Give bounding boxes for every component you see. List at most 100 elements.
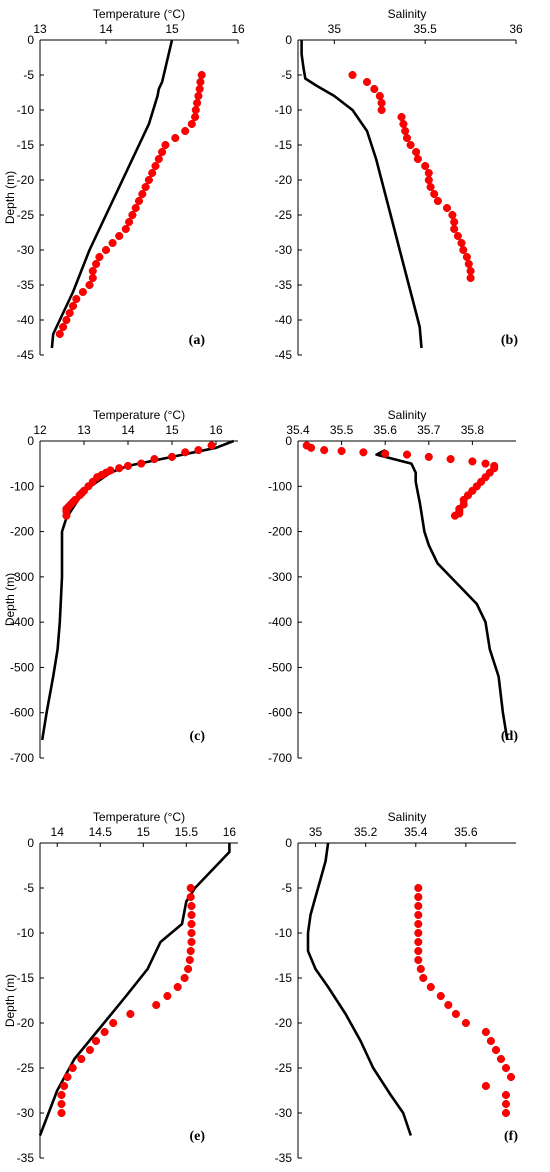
- observation-point: [362, 77, 372, 87]
- observation-point: [60, 1081, 69, 1091]
- y-tick-label: -500: [10, 660, 34, 674]
- observation-point: [187, 910, 196, 920]
- x-tick-label: 35: [309, 825, 323, 839]
- observation-point: [421, 161, 430, 171]
- y-tick-label: -700: [10, 751, 34, 765]
- y-tick-label: -100: [10, 479, 34, 493]
- y-tick-label: -25: [275, 208, 293, 222]
- y-tick-label: -20: [275, 173, 293, 187]
- y-tick-label: -30: [275, 1106, 293, 1120]
- y-tick-label: -10: [17, 926, 35, 940]
- x-tick-label: 15: [165, 423, 179, 437]
- observation-point: [397, 112, 406, 122]
- observation-point: [448, 210, 457, 220]
- observation-point: [185, 955, 194, 965]
- observation-point: [109, 1018, 118, 1028]
- observation-point: [481, 1027, 490, 1037]
- observation-point: [381, 449, 390, 458]
- observation-point: [63, 1072, 72, 1082]
- observation-point: [320, 446, 329, 455]
- y-tick-label: 0: [285, 434, 292, 448]
- x-tick-label: 35.7: [417, 423, 441, 437]
- observation-point: [446, 455, 455, 464]
- observation-point: [101, 245, 111, 255]
- observation-point: [496, 1054, 506, 1064]
- observation-point: [115, 464, 124, 473]
- y-tick-label: -300: [10, 570, 34, 584]
- observation-point: [148, 168, 157, 178]
- x-axis-label: Temperature (°C): [93, 408, 185, 422]
- observation-point: [453, 231, 462, 241]
- y-tick-label: -15: [275, 138, 293, 152]
- x-tick-label: 35.8: [461, 423, 485, 437]
- observation-point: [402, 450, 412, 459]
- x-tick-label: 14: [99, 22, 113, 36]
- observation-point: [161, 140, 170, 150]
- x-tick-label: 14: [121, 423, 135, 437]
- observation-point: [62, 511, 71, 520]
- observation-point: [450, 511, 460, 520]
- y-tick-label: -400: [268, 615, 292, 629]
- observation-point: [491, 1045, 501, 1055]
- y-tick-label: -600: [10, 706, 34, 720]
- observation-point: [191, 112, 200, 122]
- y-tick-label: -25: [17, 1061, 35, 1075]
- y-tick-label: -45: [275, 348, 293, 362]
- panel-b: 35 35.5 36 0 -5 -10 -15 -20 -25 -30 -35 -40 -45 Salin…: [275, 7, 523, 362]
- observation-point: [88, 273, 97, 283]
- y-tick-label: -25: [17, 208, 35, 222]
- x-tick-label: 16: [209, 423, 223, 437]
- observation-point: [501, 1090, 511, 1100]
- y-tick-label: -10: [275, 103, 293, 117]
- y-tick-label: -20: [17, 173, 35, 187]
- x-tick-label: 35.2: [354, 825, 378, 839]
- x-tick-label: 36: [509, 22, 523, 36]
- observation-point: [419, 973, 428, 983]
- observation-point: [413, 154, 422, 164]
- observation-point: [207, 441, 216, 450]
- observation-point: [150, 455, 159, 464]
- y-tick-label: -30: [275, 243, 293, 257]
- y-tick-label: -35: [17, 1151, 35, 1165]
- observation-point: [92, 259, 101, 269]
- y-tick-label: -15: [275, 971, 293, 985]
- observation-point: [444, 1000, 453, 1010]
- panel-label: (a): [189, 333, 206, 348]
- x-tick-label: 35.4: [286, 423, 310, 437]
- x-tick-label: 15: [165, 22, 179, 36]
- observation-point: [167, 452, 177, 461]
- observation-point: [186, 892, 195, 902]
- x-tick-label: 35.4: [404, 825, 428, 839]
- x-tick-label: 13: [33, 22, 47, 36]
- y-tick-label: -45: [17, 348, 35, 362]
- observation-point: [501, 1099, 511, 1109]
- observation-point: [501, 1063, 511, 1073]
- observation-point: [57, 1108, 66, 1118]
- observation-point: [412, 147, 421, 157]
- observation-point: [137, 459, 146, 468]
- observation-point: [424, 168, 433, 178]
- observation-point: [194, 446, 203, 455]
- observation-point: [414, 946, 423, 956]
- observation-point: [115, 231, 124, 241]
- observation-point: [462, 252, 471, 262]
- y-tick-label: -500: [268, 660, 292, 674]
- observation-point: [85, 1045, 94, 1055]
- x-axis-label: Temperature (°C): [93, 7, 185, 21]
- panel-f: 35 35.2 35.4 35.6 0 -5 -10 -15 -20 -25 -30 -35 Salin…: [275, 810, 519, 1165]
- observation-point: [194, 91, 203, 101]
- y-tick-label: -35: [17, 278, 35, 292]
- observation-point: [126, 1009, 135, 1019]
- observation-point: [72, 294, 81, 304]
- observation-point: [193, 98, 202, 108]
- y-tick-label: -10: [275, 926, 293, 940]
- observation-point: [121, 224, 130, 234]
- x-tick-label: 35: [328, 22, 342, 36]
- observation-point: [442, 203, 452, 213]
- observation-point: [88, 266, 97, 276]
- observation-point: [414, 937, 423, 947]
- observation-point: [128, 210, 137, 220]
- y-tick-label: -200: [268, 525, 292, 539]
- observation-point: [375, 91, 384, 101]
- observation-point: [481, 459, 490, 468]
